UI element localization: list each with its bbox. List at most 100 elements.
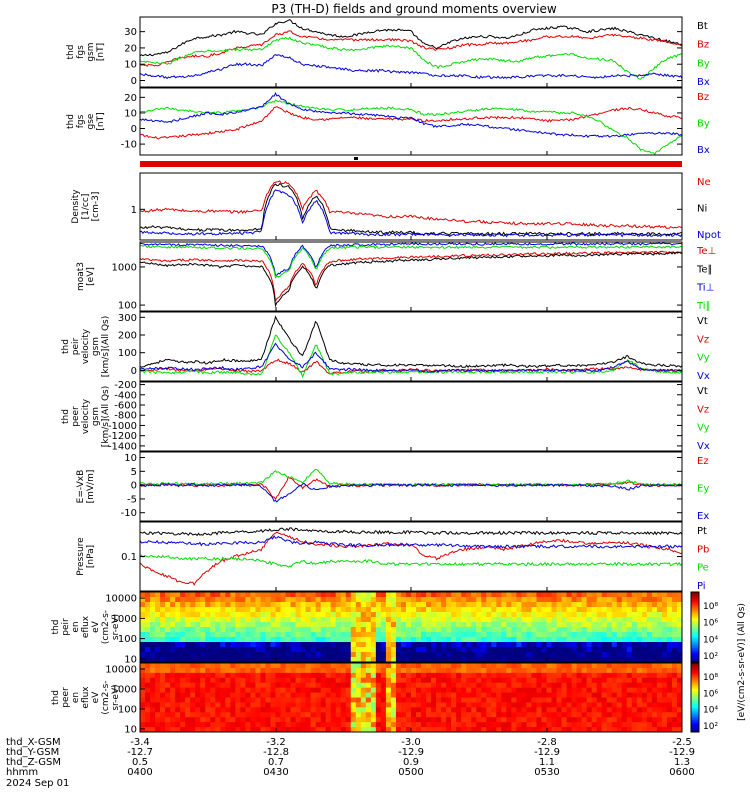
heatmap-cell: [486, 727, 492, 733]
heatmap-cell: [350, 682, 357, 689]
heatmap-cell: [426, 722, 432, 728]
panel-ylabel: [1/cc]: [81, 194, 91, 220]
heatmap-cell: [155, 692, 161, 698]
heatmap-cell: [195, 692, 201, 698]
colorbar-tick-label: 10⁸: [703, 602, 718, 612]
panel-ylabel: eV: [91, 620, 101, 633]
heatmap-cell: [421, 663, 427, 669]
heatmap-cell: [531, 592, 537, 598]
heatmap-cell: [195, 682, 201, 689]
heatmap-cell: [416, 657, 422, 663]
heatmap-cell: [636, 637, 643, 643]
heatmap-cell: [561, 622, 568, 628]
heatmap-cell: [431, 597, 437, 603]
heatmap-cell: [200, 667, 206, 674]
heatmap-cell: [260, 622, 266, 628]
heatmap-cell: [385, 692, 392, 698]
heatmap-cell: [235, 667, 241, 674]
heatmap-cell: [195, 597, 201, 603]
heatmap-cell: [340, 722, 347, 728]
heatmap-cell: [476, 677, 482, 684]
heatmap-cell: [486, 697, 492, 703]
heatmap-cell: [380, 692, 387, 698]
heatmap-cell: [205, 702, 211, 708]
ytick-label: -800: [114, 411, 137, 422]
heatmap-cell: [571, 622, 578, 628]
heatmap-cell: [295, 617, 302, 623]
heatmap-cell: [461, 642, 467, 648]
heatmap-cell: [571, 682, 578, 689]
heatmap-cell: [631, 663, 638, 669]
heatmap-cell: [471, 707, 477, 713]
heatmap-cell: [240, 677, 246, 684]
heatmap-cell: [170, 657, 176, 663]
heatmap-cell: [180, 602, 186, 608]
heatmap-cell: [150, 697, 156, 703]
colorbar-cell: [691, 711, 699, 714]
heatmap-cell: [285, 597, 292, 603]
heatmap-cell: [461, 667, 467, 674]
heatmap-cell: [320, 722, 327, 728]
heatmap-cell: [395, 707, 402, 713]
heatmap-cell: [461, 677, 467, 684]
heatmap-cell: [431, 702, 437, 708]
heatmap-cell: [265, 697, 271, 703]
heatmap-cell: [150, 617, 156, 623]
heatmap-cell: [536, 642, 542, 648]
heatmap-cell: [536, 722, 542, 728]
heatmap-cell: [566, 647, 573, 653]
heatmap-cell: [255, 652, 261, 658]
heatmap-cell: [280, 642, 287, 648]
heatmap-cell: [656, 622, 663, 628]
heatmap-cell: [606, 727, 613, 733]
heatmap-cell: [315, 632, 322, 638]
heatmap-cell: [285, 627, 292, 633]
heatmap-cell: [476, 592, 482, 598]
heatmap-cell: [571, 672, 578, 679]
heatmap-cell: [501, 687, 507, 694]
heatmap-cell: [165, 682, 171, 689]
heatmap-cell: [195, 647, 201, 653]
heatmap-cell: [456, 647, 462, 653]
heatmap-cell: [556, 677, 563, 684]
heatmap-cell: [436, 707, 442, 713]
heatmap-cell: [400, 682, 407, 689]
heatmap-cell: [676, 722, 683, 728]
heatmap-cell: [220, 672, 226, 679]
heatmap-cell: [616, 722, 623, 728]
heatmap-cell: [325, 607, 332, 613]
heatmap-cell: [385, 727, 392, 733]
heatmap-cell: [305, 637, 312, 643]
heatmap-cell: [395, 667, 402, 674]
heatmap-cell: [260, 677, 266, 684]
heatmap-cell: [416, 697, 422, 703]
heatmap-cell: [275, 687, 282, 694]
heatmap-cell: [230, 677, 236, 684]
heatmap-cell: [230, 682, 236, 689]
heatmap-cell: [250, 697, 256, 703]
heatmap-cell: [666, 637, 673, 643]
heatmap-cell: [340, 712, 347, 718]
heatmap-cell: [451, 692, 457, 698]
heatmap-cell: [581, 687, 588, 694]
heatmap-cell: [145, 727, 151, 733]
heatmap-cell: [636, 707, 643, 713]
ytick-label: -5: [127, 494, 137, 505]
heatmap-cell: [651, 717, 658, 723]
heatmap-cell: [571, 687, 578, 694]
heatmap-cell: [526, 622, 532, 628]
heatmap-cell: [536, 687, 542, 694]
heatmap-cell: [431, 663, 437, 669]
heatmap-cell: [340, 692, 347, 698]
heatmap-cell: [456, 692, 462, 698]
heatmap-cell: [461, 682, 467, 689]
heatmap-cell: [325, 687, 332, 694]
heatmap-cell: [416, 642, 422, 648]
heatmap-cell: [400, 617, 407, 623]
heatmap-cell: [220, 682, 226, 689]
heatmap-cell: [235, 697, 241, 703]
heatmap-cell: [245, 712, 251, 718]
heatmap-cell: [315, 592, 322, 598]
heatmap-cell: [636, 677, 643, 684]
panel-frame: [139, 172, 683, 241]
